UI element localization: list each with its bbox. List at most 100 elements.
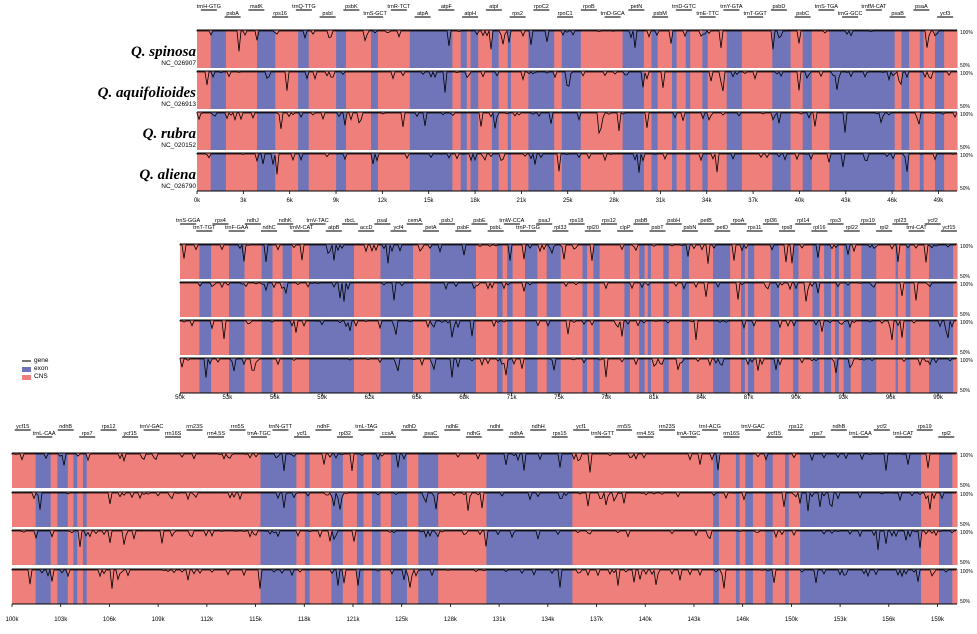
exon-block [418, 492, 439, 527]
cns-block [650, 282, 664, 317]
cns-block [838, 358, 845, 393]
exon-block [741, 282, 746, 317]
exon-block [713, 530, 720, 565]
exon-block [772, 30, 792, 68]
exon-block [331, 453, 344, 488]
x-tick-label: 78k [602, 395, 613, 401]
identity-trace [11, 529, 956, 551]
exon-block [663, 282, 670, 317]
x-tick-label: 37k [748, 198, 759, 204]
gene-label: rrn4.5S [207, 431, 225, 437]
exon-block [735, 453, 741, 488]
cns-block [650, 358, 664, 393]
exon-block [812, 358, 821, 393]
x-tick-label: 90k [791, 395, 802, 401]
cns-block [407, 569, 419, 604]
exon-block [785, 530, 790, 565]
gene-label: rpoC2 [534, 4, 549, 10]
cns-block [772, 530, 786, 565]
exon-block [497, 244, 503, 279]
cns-block [657, 71, 673, 109]
cns-block [644, 244, 649, 279]
cns-block [921, 453, 940, 488]
gene-label: rpl32 [339, 431, 351, 437]
cns-block [510, 112, 529, 150]
cns-block [668, 320, 683, 355]
cns-block [211, 282, 230, 317]
cns-block [291, 244, 310, 279]
cns-block [478, 112, 493, 150]
gene-label: trnL-TAG [355, 424, 377, 430]
species-label-3: Q. rubra NC_020152 [40, 126, 196, 150]
exon-block [372, 530, 382, 565]
exon-block [460, 30, 468, 68]
cns-block [952, 492, 958, 527]
cns-block [850, 320, 863, 355]
cns-block [380, 453, 392, 488]
cns-block [811, 112, 830, 150]
exon-block [261, 320, 274, 355]
gene-label: ycf2 [877, 424, 887, 430]
exon-block [651, 112, 659, 150]
exon-block [726, 30, 743, 68]
exon-block [770, 282, 780, 317]
cns-block [650, 244, 664, 279]
cns-block [952, 453, 958, 488]
cns-block [244, 244, 263, 279]
exon-block [82, 453, 88, 488]
exon-block [939, 530, 953, 565]
exon-block [371, 30, 379, 68]
cns-block [798, 244, 814, 279]
species-name: Q. spinosa [130, 44, 196, 60]
exon-block [793, 244, 800, 279]
pct-50-label: 50% [960, 388, 971, 394]
exon-block [582, 282, 588, 317]
exon-block [57, 530, 69, 565]
cns-block [225, 153, 258, 191]
exon-block [356, 569, 365, 604]
cns-block [790, 30, 804, 68]
cns-block [50, 453, 58, 488]
identity-trace [179, 281, 956, 302]
exon-block [507, 320, 514, 355]
cns-block [668, 282, 683, 317]
cns-block [12, 453, 37, 488]
gene-label: rps19 [918, 424, 932, 430]
exon-block [685, 71, 691, 109]
exon-block [745, 569, 754, 604]
cns-swatch [22, 374, 31, 380]
exon-block [282, 358, 293, 393]
gene-label: trnA-TGC [247, 431, 271, 437]
cns-block [572, 453, 714, 488]
cns-block [909, 153, 921, 191]
cns-block [309, 453, 332, 488]
exon-block [546, 282, 562, 317]
pct-50-label: 50% [960, 599, 971, 605]
gene-label: psbD [772, 4, 785, 10]
exon-block [800, 569, 815, 604]
exon-block [663, 244, 670, 279]
x-tick-label: 100k [5, 617, 19, 623]
identity-trace [196, 152, 957, 175]
exon-block [929, 282, 954, 317]
pct-50-label: 50% [960, 522, 971, 528]
gene-label: rps4 [215, 218, 226, 224]
x-tick-label: 40k [795, 198, 806, 204]
cns-block [309, 530, 332, 565]
exon-block [371, 71, 379, 109]
cns-block [790, 112, 804, 150]
x-tick-label: 46k [887, 198, 898, 204]
cns-block [342, 530, 358, 565]
gene-label: rpoA [733, 218, 745, 224]
x-tick-label: 93k [838, 395, 849, 401]
cns-block [754, 244, 772, 279]
exon-block [497, 282, 503, 317]
exon-block [745, 453, 754, 488]
exon-block [861, 244, 877, 279]
cns-block [377, 112, 411, 150]
cns-block [953, 282, 958, 317]
cns-block [244, 282, 263, 317]
x-tick-label: 81k [649, 395, 660, 401]
x-tick-label: 143k [687, 617, 701, 623]
exon-block [713, 453, 720, 488]
